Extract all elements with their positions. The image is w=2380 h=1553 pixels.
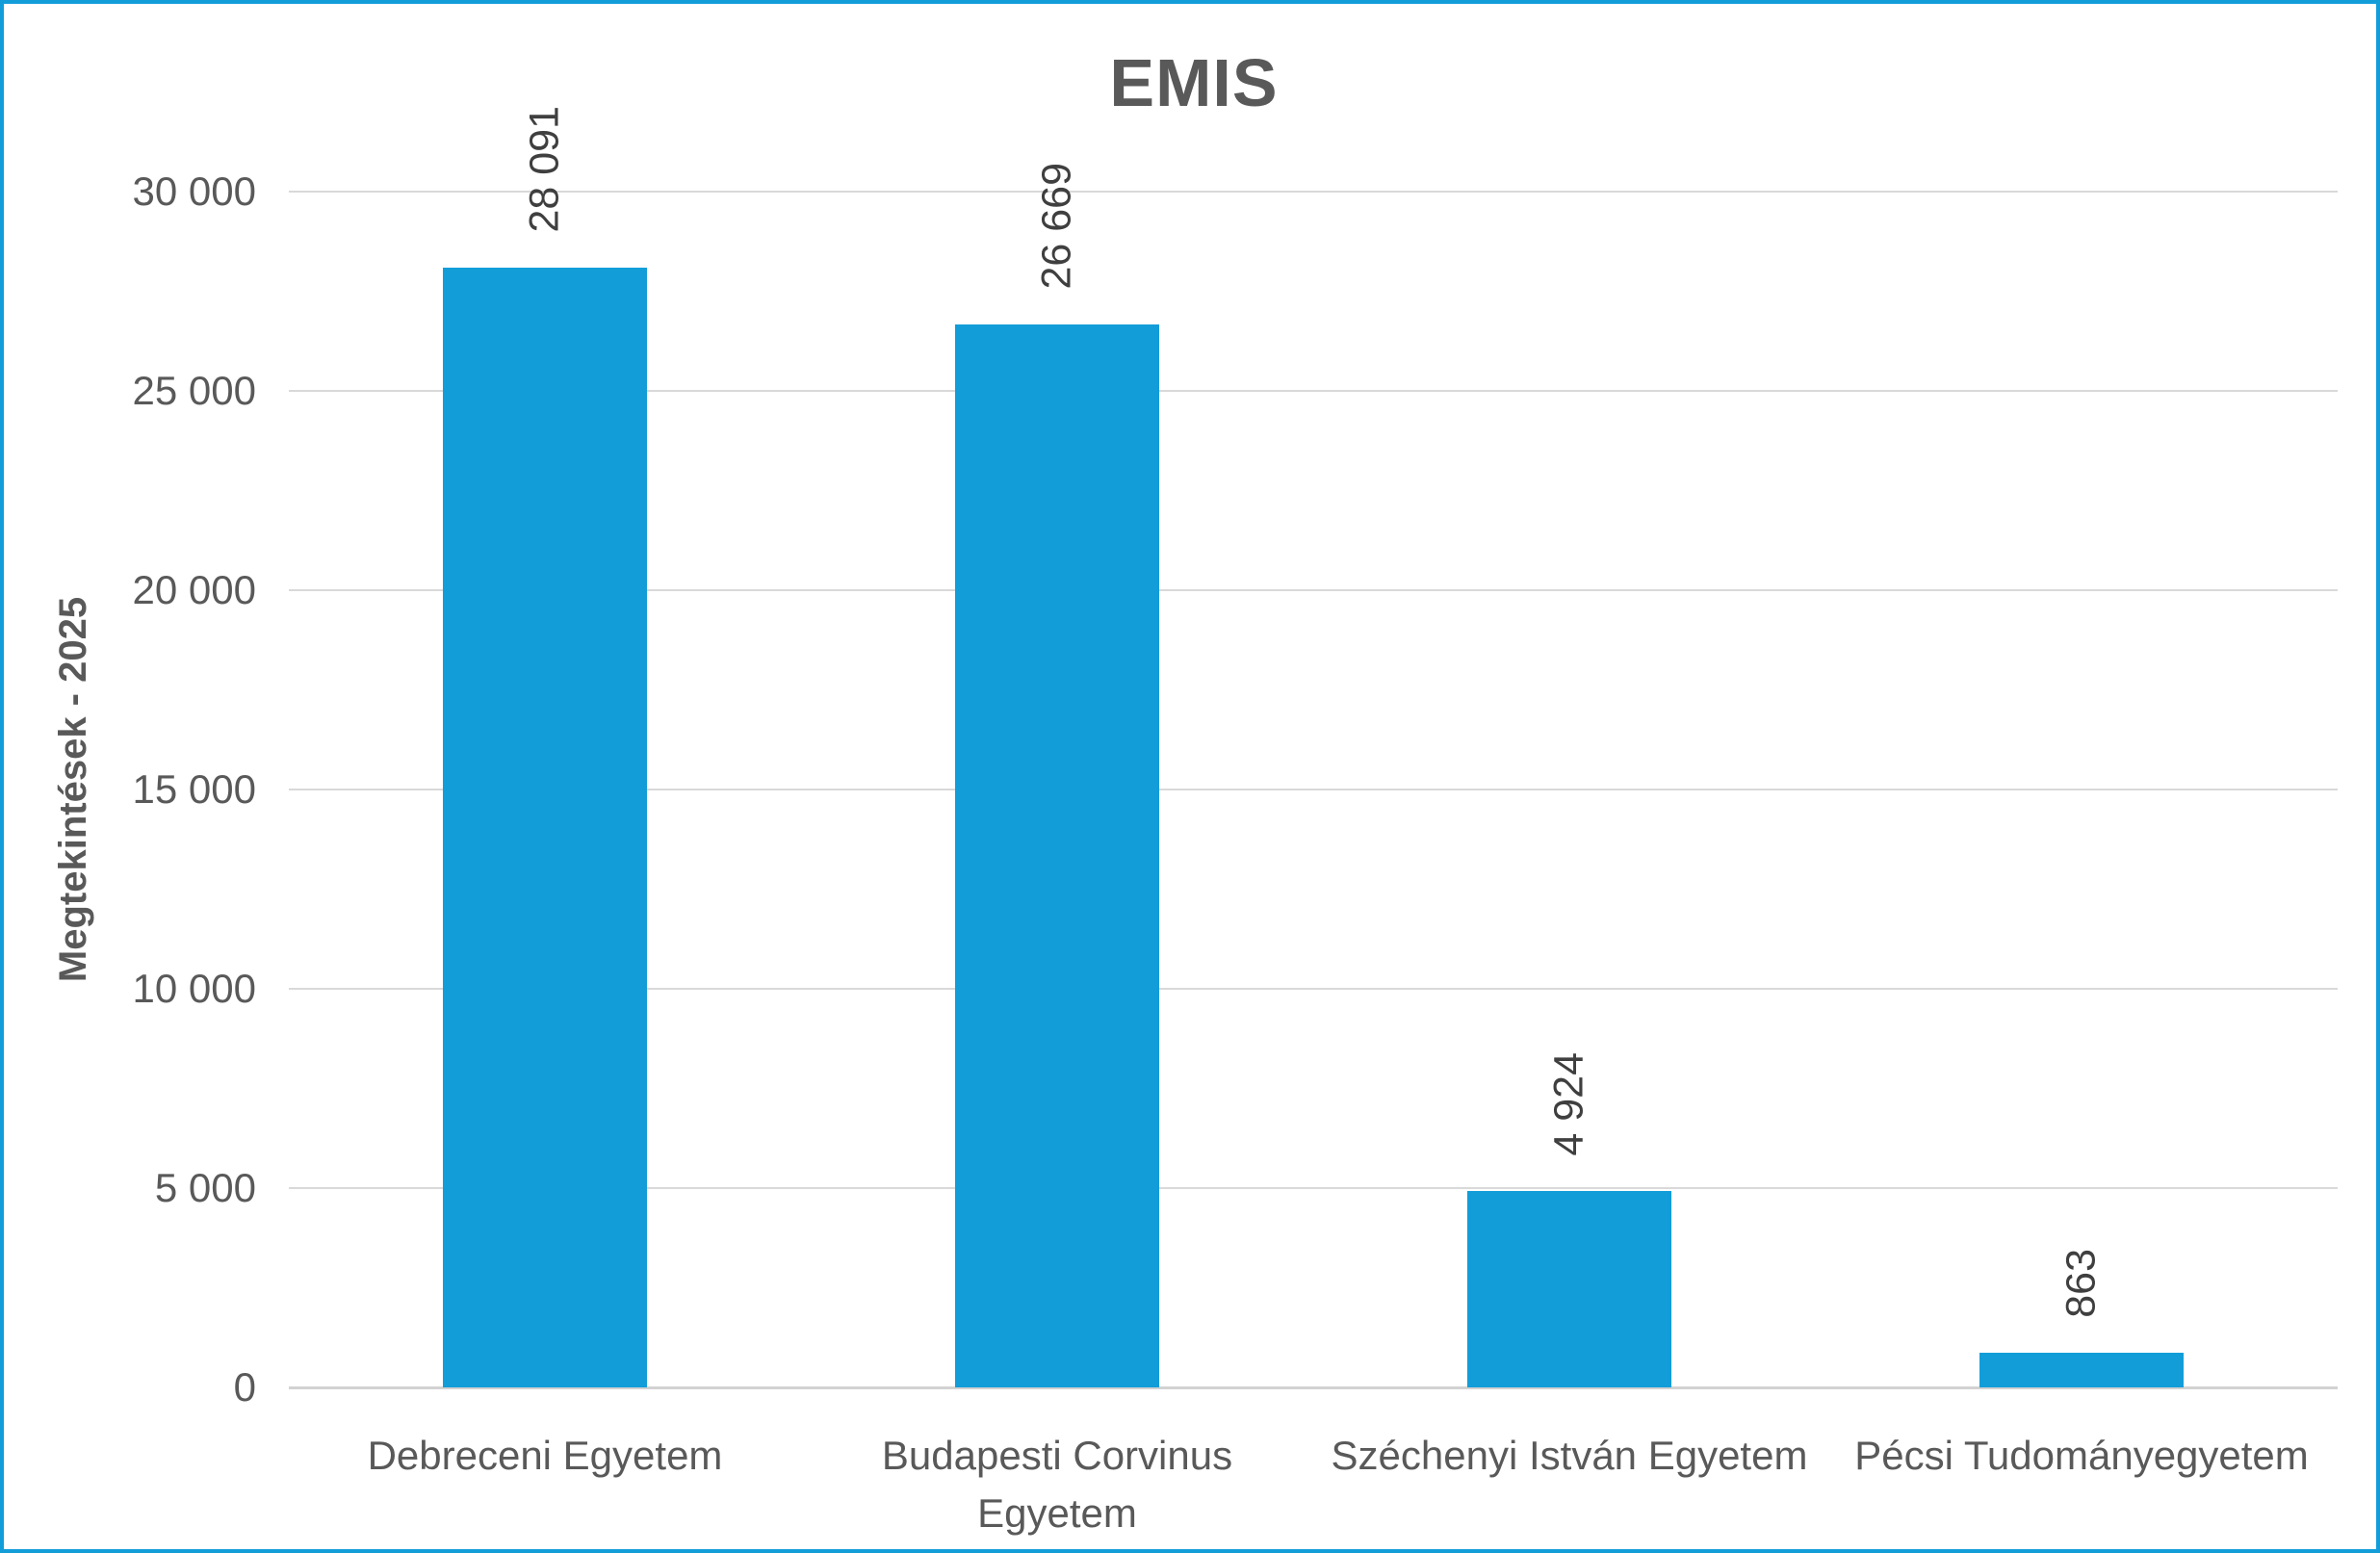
gridline xyxy=(289,589,2338,591)
y-tick-label: 15 000 xyxy=(132,766,256,812)
category-label: Debreceni Egyetem xyxy=(367,1433,723,1478)
gridline xyxy=(289,789,2338,790)
y-tick-label: 10 000 xyxy=(132,966,256,1011)
bar-data-label: 26 669 xyxy=(1033,163,1080,290)
category-label: Pécsi Tudományegyetem xyxy=(1854,1433,2309,1478)
bar xyxy=(1467,1191,1671,1387)
bar-data-label: 4 924 xyxy=(1545,1052,1592,1156)
y-tick-label: 20 000 xyxy=(132,567,256,612)
y-tick-label: 25 000 xyxy=(132,368,256,413)
x-axis-line xyxy=(289,1386,2338,1389)
gridline xyxy=(289,1187,2338,1189)
y-tick-label: 5 000 xyxy=(154,1165,256,1210)
y-tick-label: 0 xyxy=(233,1364,256,1410)
gridline xyxy=(289,191,2338,193)
category-label: Budapesti Corvinus Egyetem xyxy=(881,1433,1233,1536)
bar xyxy=(1979,1353,2184,1387)
category-label: Széchenyi István Egyetem xyxy=(1331,1433,1808,1478)
gridline xyxy=(289,988,2338,990)
bar xyxy=(955,324,1159,1387)
bar-data-label: 863 xyxy=(2057,1249,2105,1318)
bar xyxy=(443,268,647,1387)
y-tick-label: 30 000 xyxy=(132,168,256,214)
gridline xyxy=(289,390,2338,392)
bar-data-label: 28 091 xyxy=(521,106,568,233)
chart-title: EMIS xyxy=(1109,45,1279,120)
